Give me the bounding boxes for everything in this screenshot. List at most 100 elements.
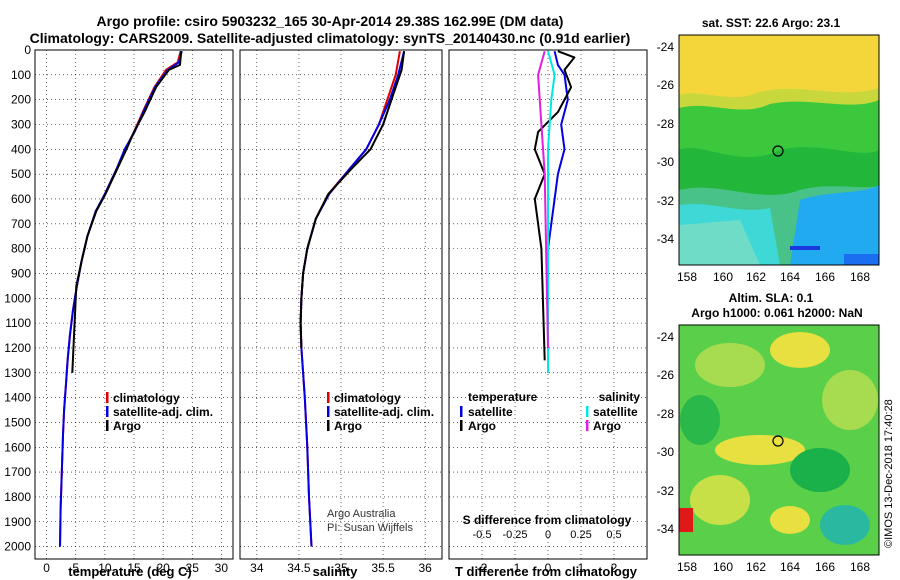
- sst-map-title: sat. SST: 22.6 Argo: 23.1: [702, 16, 841, 30]
- axis-ticks: 0100200300400500600700800900100011001200…: [4, 43, 621, 575]
- xtick-label: 2: [611, 561, 618, 575]
- svg-text:160: 160: [713, 270, 733, 284]
- svg-text:-32: -32: [657, 194, 675, 208]
- ytick-label: 300: [11, 117, 31, 131]
- ytick-label: 0: [24, 43, 31, 57]
- xtick-label: 20: [156, 561, 170, 575]
- xtick-label: 25: [186, 561, 200, 575]
- sla-map-ticks: -24 -26 -28 -30 -32 -34 158 160 162 164 …: [657, 330, 871, 574]
- series-line-climatology: [59, 50, 182, 547]
- xtick-label: 10: [98, 561, 112, 575]
- svg-text:-32: -32: [657, 484, 675, 498]
- svg-text:-24: -24: [657, 330, 675, 344]
- xtick-label: 5: [72, 561, 79, 575]
- svg-text:162: 162: [746, 270, 766, 284]
- svg-text:-34: -34: [657, 232, 675, 246]
- legend-salinity: climatology satellite-adj. clim. Argo: [327, 391, 434, 433]
- legend-label: satellite-adj. clim.: [113, 405, 213, 419]
- ytick-label: 800: [11, 242, 31, 256]
- svg-text:-24: -24: [657, 40, 675, 54]
- ytick-label: 600: [11, 192, 31, 206]
- svg-text:-28: -28: [657, 407, 675, 421]
- xtick-label: -2: [477, 561, 488, 575]
- ytick-label: 1800: [4, 490, 31, 504]
- xtick-label: 34: [250, 561, 264, 575]
- legend-swatch-satellite: [106, 406, 109, 417]
- xtick-label: 35.5: [371, 561, 395, 575]
- sst-map: [679, 35, 879, 265]
- legend-swatch-climatology: [106, 392, 109, 403]
- ytick-label: 1700: [4, 465, 31, 479]
- credit-line-2: PI: Susan Wijffels: [327, 522, 413, 534]
- svg-text:-34: -34: [657, 522, 675, 536]
- xtick-label: 1: [578, 561, 585, 575]
- legend-label: Argo: [113, 419, 141, 433]
- legend-label: satellite: [593, 405, 638, 419]
- legend-label: climatology: [334, 391, 401, 405]
- ytick-label: 1200: [4, 341, 31, 355]
- ytick-label: 400: [11, 142, 31, 156]
- svg-text:-26: -26: [657, 368, 675, 382]
- sla-map-title-1: Altim. SLA: 0.1: [729, 291, 814, 305]
- svg-text:164: 164: [780, 270, 800, 284]
- legend-swatch-s-satellite: [586, 406, 589, 417]
- xtick-label: -1: [510, 561, 521, 575]
- svg-text:166: 166: [815, 270, 835, 284]
- legend-swatch-s-argo: [586, 420, 589, 431]
- sst-map-ticks: -24 -26 -28 -30 -32 -34 158 160 162 164 …: [657, 40, 871, 284]
- grid: [35, 49, 647, 559]
- svg-text:-28: -28: [657, 117, 675, 131]
- legend-label: Argo: [334, 419, 362, 433]
- svg-text:168: 168: [850, 270, 870, 284]
- ytick-label: 2000: [4, 540, 31, 554]
- series-line-t-argo: [533, 50, 576, 361]
- title-line-1: Argo profile: csiro 5903232_165 30-Apr-2…: [96, 13, 564, 29]
- ytick-label: 1300: [4, 366, 31, 380]
- svg-text:160: 160: [713, 560, 733, 574]
- legend-label: Argo: [468, 419, 496, 433]
- legend-label: Argo: [593, 419, 621, 433]
- xtick-label: 0: [545, 561, 552, 575]
- sla-map-title-2: Argo h1000: 0.061 h2000: NaN: [691, 306, 862, 320]
- legend-swatch-climatology: [327, 392, 330, 403]
- svg-text:162: 162: [746, 560, 766, 574]
- svg-text:166: 166: [815, 560, 835, 574]
- svg-text:158: 158: [677, 270, 697, 284]
- series-line-argo: [299, 51, 406, 349]
- xtick-label: 0: [43, 561, 50, 575]
- legend-label: climatology: [113, 391, 180, 405]
- series-line-s-argo: [537, 50, 549, 349]
- legend-difference: temperature satellite Argo salinity sate…: [460, 390, 640, 433]
- svg-text:168: 168: [850, 560, 870, 574]
- ytick-label: 1400: [4, 391, 31, 405]
- xtick-label-s: 0.25: [570, 529, 591, 541]
- svg-text:-26: -26: [657, 78, 675, 92]
- xtick-label-s: 0: [545, 529, 551, 541]
- temperature-xlabel: temperature (deg C): [68, 564, 192, 579]
- ytick-label: 1600: [4, 440, 31, 454]
- ytick-label: 900: [11, 266, 31, 280]
- series-line-argo: [71, 51, 183, 373]
- ytick-label: 1900: [4, 515, 31, 529]
- title-line-2: Climatology: CARS2009. Satellite-adjuste…: [29, 30, 631, 46]
- legend-swatch-argo: [106, 420, 109, 431]
- xtick-label: 34.5: [287, 561, 311, 575]
- ytick-label: 100: [11, 68, 31, 82]
- xtick-label-s: -0.5: [473, 529, 492, 541]
- legend-temperature: climatology satellite-adj. clim. Argo: [106, 391, 213, 433]
- xtick-label: 35: [334, 561, 348, 575]
- ytick-label: 1500: [4, 415, 31, 429]
- svg-text:158: 158: [677, 560, 697, 574]
- xtick-label: 30: [215, 561, 229, 575]
- legend-swatch-satellite: [327, 406, 330, 417]
- legend-label: temperature: [468, 390, 538, 404]
- svg-text:-30: -30: [657, 445, 675, 459]
- xtick-label: 15: [127, 561, 141, 575]
- data-lines: [59, 50, 576, 547]
- svg-text:164: 164: [780, 560, 800, 574]
- credit-line-1: Argo Australia: [327, 508, 396, 520]
- legend-swatch-t-argo: [460, 420, 463, 431]
- ytick-label: 500: [11, 167, 31, 181]
- xtick-label-s: 0.5: [606, 529, 621, 541]
